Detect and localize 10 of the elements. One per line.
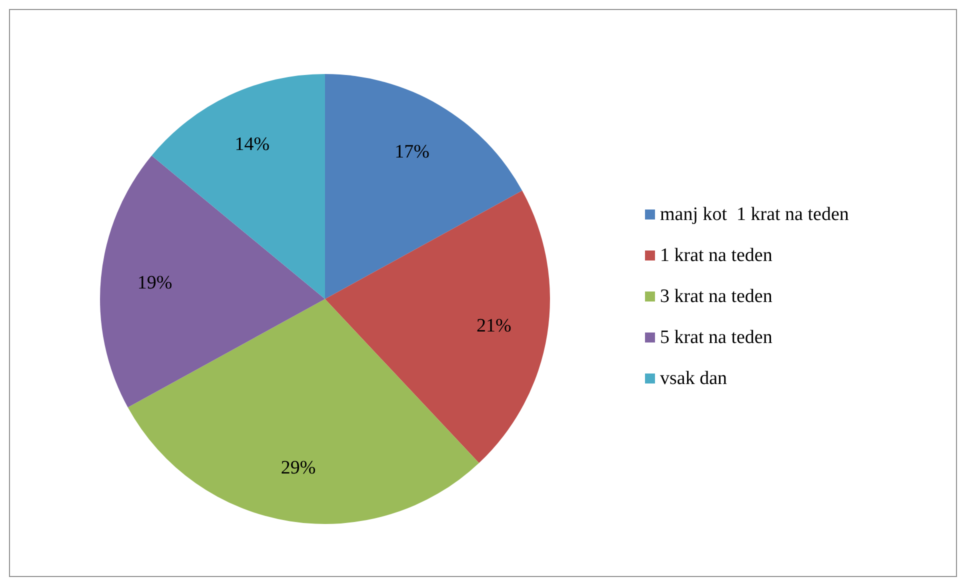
data-label: 17% <box>394 141 430 162</box>
legend-label: 5 krat na teden <box>660 327 773 348</box>
legend-label: vsak dan <box>660 368 728 389</box>
legend-label: 1 krat na teden <box>660 245 773 266</box>
data-label: 29% <box>280 457 316 478</box>
data-label: 21% <box>476 315 512 336</box>
data-label: 14% <box>234 134 270 155</box>
data-label: 19% <box>137 272 172 294</box>
legend-label: manj kot 1 krat na teden <box>660 204 850 225</box>
legend-label: 3 krat na teden <box>660 286 773 307</box>
